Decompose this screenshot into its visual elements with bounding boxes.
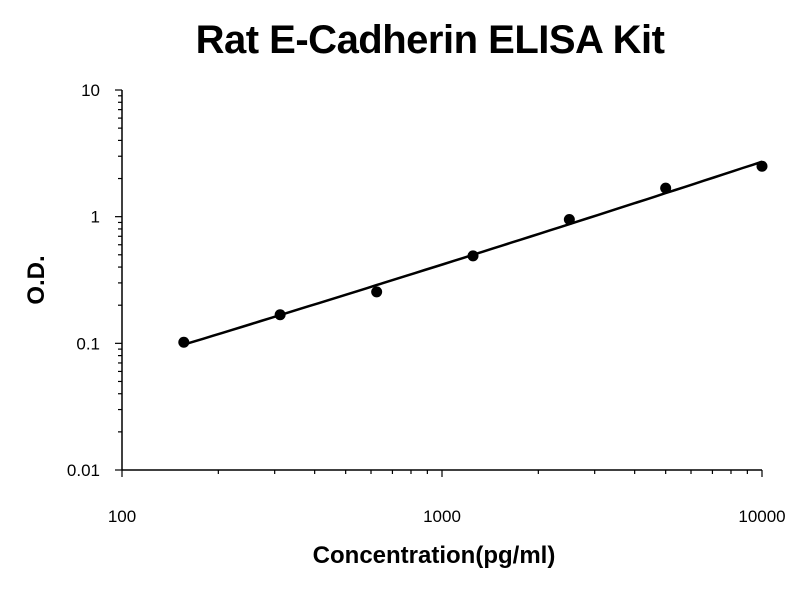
data-point: [467, 250, 479, 262]
y-tick-label: 10: [81, 81, 100, 100]
x-tick-label: 100: [108, 507, 136, 526]
y-tick-label: 0.01: [67, 461, 100, 480]
data-point: [274, 309, 286, 321]
data-point: [756, 160, 768, 172]
data-point: [371, 286, 383, 298]
data-point: [660, 182, 672, 194]
chart-title: Rat E-Cadherin ELISA Kit: [195, 18, 665, 62]
tick-labels: 0.01 0.1 1 10 100 1000 10000: [67, 81, 786, 526]
y-tick-label: 0.1: [76, 334, 100, 353]
x-tick-label: 10000: [738, 507, 785, 526]
y-tick-label: 1: [91, 208, 100, 227]
data-point: [563, 213, 575, 225]
x-axis-title: Concentration(pg/ml): [313, 542, 556, 569]
data-points: [178, 160, 768, 348]
axes: [121, 90, 762, 471]
tick-marks: [115, 89, 763, 477]
x-tick-label: 1000: [423, 507, 461, 526]
data-point: [178, 336, 190, 348]
y-axis-title: O.D.: [23, 255, 50, 304]
